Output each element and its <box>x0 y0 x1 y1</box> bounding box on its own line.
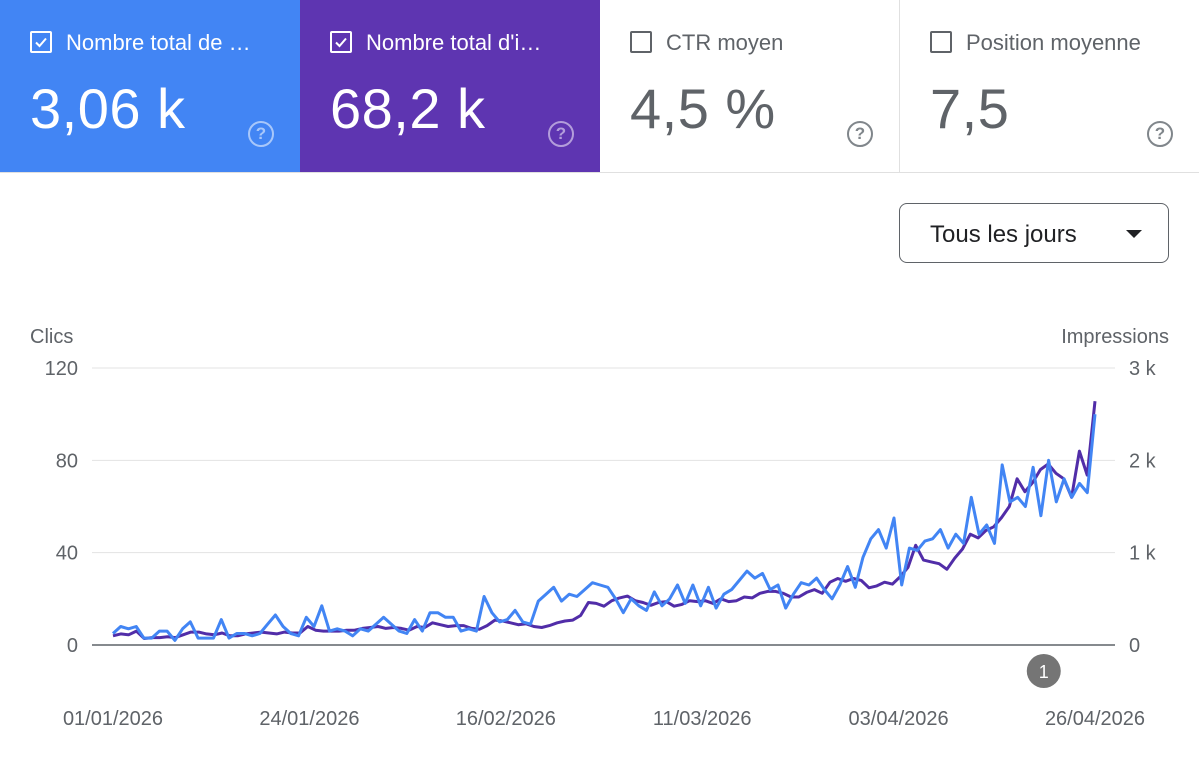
x-tick-label: 03/04/2026 <box>849 708 949 730</box>
metric-cards: Nombre total de … 3,06 k ? Nombre total … <box>0 0 1199 173</box>
checkbox-unchecked-icon[interactable] <box>630 31 652 53</box>
left-tick-label: 0 <box>67 635 78 657</box>
x-tick-label: 01/01/2026 <box>63 708 163 730</box>
series-line-clicks <box>111 414 1097 642</box>
performance-chart: Clics Impressions 0 0 40 1 k 80 2 k 120 3 k 01/01/… <box>30 326 1169 730</box>
checkbox-checked-icon[interactable] <box>330 31 352 53</box>
metric-label: Position moyenne <box>966 30 1141 55</box>
help-icon[interactable]: ? <box>1147 121 1173 147</box>
metric-card-impressions[interactable]: Nombre total d'i… 68,2 k ? <box>300 0 600 172</box>
metric-value: 7,5 <box>930 77 1010 140</box>
checkbox-unchecked-icon[interactable] <box>930 31 952 53</box>
metric-value: 3,06 k <box>30 77 186 140</box>
metric-label: Nombre total de … <box>66 30 251 55</box>
checkbox-checked-icon[interactable] <box>30 31 52 53</box>
right-tick-label: 1 k <box>1129 543 1157 565</box>
granularity-dropdown[interactable]: Tous les jours <box>899 203 1169 263</box>
granularity-label: Tous les jours <box>930 221 1077 248</box>
x-tick-label: 26/04/2026 <box>1045 708 1145 730</box>
metric-card-clicks[interactable]: Nombre total de … 3,06 k ? <box>0 0 300 172</box>
help-icon[interactable]: ? <box>548 121 574 147</box>
x-tick-label: 24/01/2026 <box>259 708 359 730</box>
metric-card-ctr[interactable]: CTR moyen 4,5 % ? <box>600 0 900 172</box>
left-tick-label: 120 <box>45 358 78 380</box>
right-tick-label: 2 k <box>1129 450 1157 472</box>
x-tick-label: 16/02/2026 <box>456 708 556 730</box>
help-icon[interactable]: ? <box>248 121 274 147</box>
metric-value: 4,5 % <box>630 77 776 140</box>
caret-down-icon <box>1126 230 1142 238</box>
metric-card-position[interactable]: Position moyenne 7,5 ? <box>900 0 1199 172</box>
metric-label: CTR moyen <box>666 30 784 55</box>
annotation-marker[interactable]: 1 <box>1026 654 1061 688</box>
metric-label: Nombre total d'i… <box>366 30 542 55</box>
annotation-label: 1 <box>1039 662 1049 682</box>
left-axis-title: Clics <box>30 326 73 348</box>
help-icon[interactable]: ? <box>847 121 873 147</box>
right-tick-label: 0 <box>1129 635 1140 657</box>
left-tick-label: 40 <box>56 543 78 565</box>
right-axis-title: Impressions <box>1061 326 1169 348</box>
series-line-impressions <box>112 401 1097 640</box>
right-tick-label: 3 k <box>1129 358 1157 380</box>
metric-value: 68,2 k <box>330 77 486 140</box>
x-tick-label: 11/03/2026 <box>653 708 752 730</box>
left-tick-label: 80 <box>56 450 78 472</box>
